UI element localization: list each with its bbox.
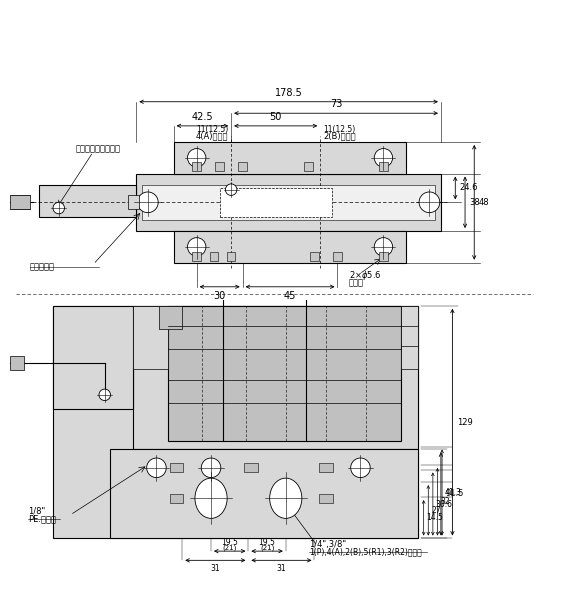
Text: 30.6: 30.6 (436, 500, 453, 509)
Text: 1(P),4(A),2(B),5(R1),3(R2)ポート: 1(P),4(A),2(B),5(R1),3(R2)ポート (309, 547, 422, 556)
Text: マニュアル: マニュアル (30, 262, 55, 271)
Text: 48: 48 (478, 198, 489, 207)
Circle shape (147, 458, 166, 478)
Text: 45: 45 (284, 291, 296, 301)
Bar (10, 196, 30, 209)
Bar (174, 231, 406, 263)
Text: PE.ポート: PE.ポート (29, 514, 57, 523)
Circle shape (374, 149, 392, 167)
Text: インジケータランプ: インジケータランプ (76, 145, 121, 154)
Bar (238, 162, 247, 170)
Circle shape (351, 458, 370, 478)
Text: 50: 50 (269, 112, 282, 122)
Bar (170, 494, 184, 503)
Bar (134, 306, 418, 449)
Bar (53, 306, 134, 409)
Bar (142, 185, 435, 220)
Bar (304, 162, 313, 170)
Text: 91.5: 91.5 (445, 490, 464, 499)
Text: 41.3: 41.3 (445, 488, 462, 497)
Bar (168, 306, 401, 441)
Circle shape (188, 238, 206, 256)
Text: 30: 30 (213, 291, 226, 301)
Bar (136, 173, 441, 231)
Text: 31: 31 (276, 565, 286, 574)
Text: 24.6: 24.6 (459, 184, 478, 193)
Text: 19.5: 19.5 (259, 538, 276, 547)
Circle shape (99, 389, 111, 401)
Text: 73: 73 (330, 99, 342, 109)
Bar (134, 306, 168, 369)
Bar (174, 142, 406, 173)
Bar (401, 306, 418, 369)
Bar (170, 463, 184, 472)
Text: 14.5: 14.5 (427, 513, 444, 522)
Bar (128, 196, 139, 209)
Text: 31: 31 (210, 565, 220, 574)
Bar (38, 185, 136, 217)
Circle shape (201, 458, 221, 478)
Bar (220, 188, 332, 217)
Bar (379, 253, 388, 261)
Ellipse shape (270, 478, 302, 518)
Text: 27: 27 (431, 506, 441, 515)
Circle shape (226, 184, 237, 196)
Bar (215, 162, 224, 170)
Text: 32: 32 (440, 497, 450, 506)
Bar (310, 253, 319, 261)
Text: 19.5: 19.5 (222, 538, 238, 547)
Text: 2(B)ポート: 2(B)ポート (323, 131, 356, 140)
Text: 11(12.5): 11(12.5) (323, 125, 356, 134)
Bar (159, 306, 182, 329)
Text: 取付穴: 取付穴 (349, 278, 364, 287)
Text: 4(A)ポート: 4(A)ポート (196, 131, 229, 140)
Text: 178.5: 178.5 (275, 88, 303, 98)
Circle shape (53, 202, 65, 214)
Ellipse shape (195, 478, 227, 518)
Bar (333, 253, 342, 261)
Circle shape (419, 192, 440, 212)
Text: (21): (21) (260, 545, 274, 551)
Bar (192, 253, 201, 261)
Bar (10, 356, 24, 370)
Circle shape (188, 149, 206, 167)
Bar (192, 162, 201, 170)
Circle shape (374, 238, 392, 256)
Text: 2×$\phi$5.6: 2×$\phi$5.6 (349, 269, 382, 282)
Bar (53, 306, 418, 538)
Bar (244, 463, 258, 472)
Text: 11(12.5): 11(12.5) (196, 125, 229, 134)
Text: 38: 38 (469, 198, 480, 207)
Text: 1/8": 1/8" (29, 507, 45, 516)
Text: 129: 129 (457, 418, 473, 427)
Bar (210, 253, 218, 261)
Bar (379, 162, 388, 170)
Circle shape (138, 192, 158, 212)
Text: 1/4",3/8": 1/4",3/8" (309, 541, 346, 550)
Text: (21): (21) (223, 545, 237, 551)
Bar (227, 253, 236, 261)
Bar (319, 463, 333, 472)
Bar (319, 494, 333, 503)
Text: 42.5: 42.5 (192, 112, 213, 122)
Bar (111, 449, 418, 538)
